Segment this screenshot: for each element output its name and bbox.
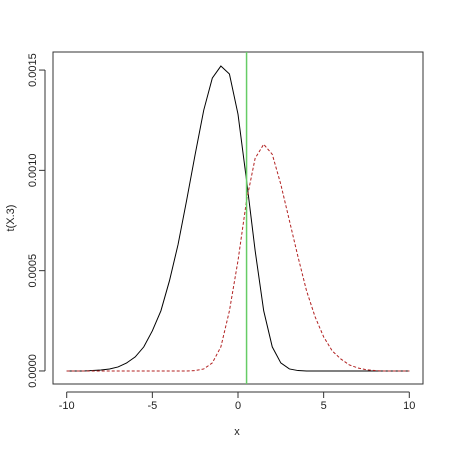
y-axis-label: t(X.3) (5, 205, 17, 232)
y-tick-label: 0.0000 (27, 354, 39, 388)
x-axis-label: x (234, 426, 240, 438)
y-tick-label: 0.0010 (27, 154, 39, 188)
y-tick-label: 0.0015 (27, 53, 39, 87)
x-tick-label: -5 (147, 400, 157, 412)
x-tick-label: -10 (59, 400, 75, 412)
y-tick-label: 0.0005 (27, 254, 39, 288)
series-line (66, 143, 410, 372)
x-tick-label: 0 (235, 400, 241, 412)
x-tick-label: 10 (403, 400, 415, 412)
plot-box (52, 51, 424, 385)
x-tick-label: 5 (321, 400, 327, 412)
series-line (66, 65, 410, 372)
